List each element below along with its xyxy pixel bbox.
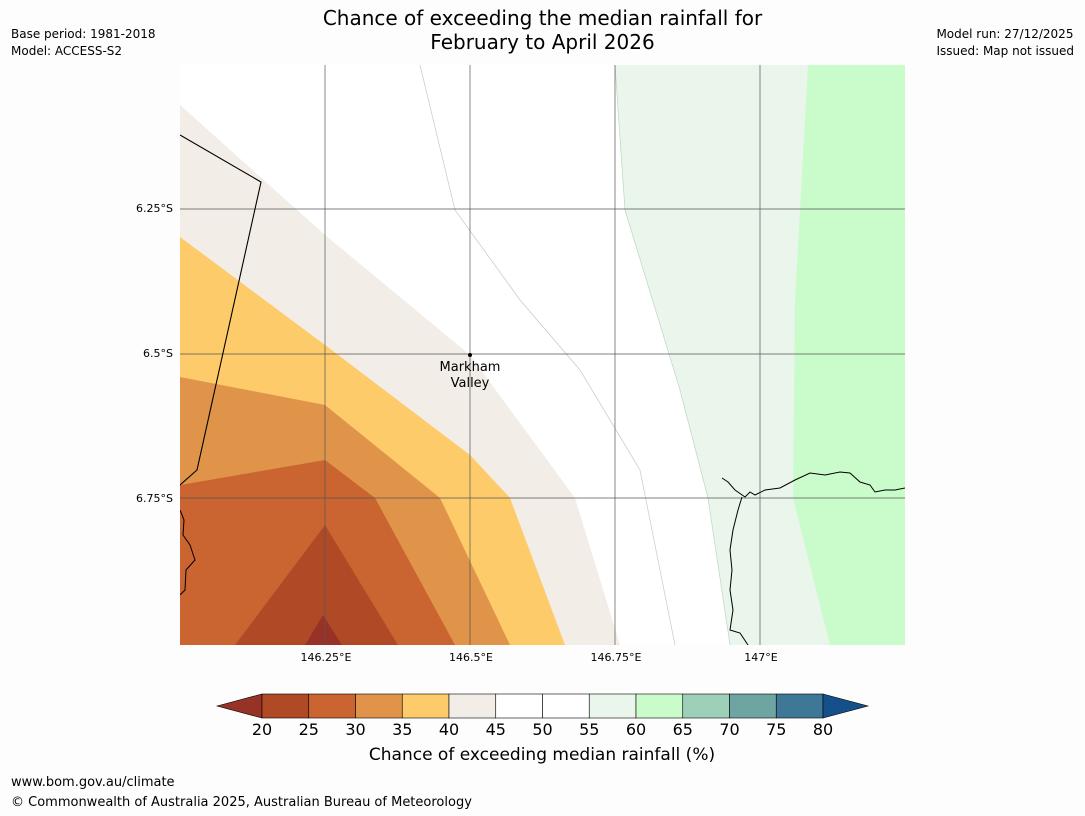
colorbar-box-55-60 bbox=[588, 693, 637, 719]
lat-tick-6-5s: 6.5°S bbox=[143, 347, 173, 360]
colorbar-box-40-45 bbox=[448, 693, 497, 719]
colorbar-boxes bbox=[261, 693, 824, 719]
lon-tick-146-25e: 146.25°E bbox=[300, 651, 352, 664]
place-marker bbox=[468, 353, 472, 357]
colorbar-box-20-25 bbox=[261, 693, 310, 719]
map-title: Chance of exceeding the median rainfall … bbox=[0, 6, 1085, 54]
meta-left: Base period: 1981-2018 Model: ACCESS-S2 bbox=[11, 26, 156, 60]
colorbar-extend-high bbox=[822, 693, 870, 719]
lon-tick-147e: 147°E bbox=[744, 651, 778, 664]
colorbar-box-70-75 bbox=[729, 693, 777, 719]
model-name: Model: ACCESS-S2 bbox=[11, 44, 123, 58]
colorbar-label-20: 20 bbox=[251, 720, 273, 739]
colorbar-box-75-80 bbox=[775, 693, 824, 719]
place-label-markham-valley: Markham Valley bbox=[440, 360, 501, 392]
map-area bbox=[180, 65, 905, 645]
colorbar-label-60: 60 bbox=[625, 720, 647, 739]
title-line-2: February to April 2026 bbox=[430, 30, 655, 54]
colorbar bbox=[215, 693, 870, 719]
colorbar-extend-low bbox=[215, 693, 263, 719]
title-line-1: Chance of exceeding the median rainfall … bbox=[322, 6, 763, 30]
band-below-20 bbox=[305, 615, 342, 645]
colorbar-label-75: 75 bbox=[766, 720, 787, 739]
lat-tick-6-75s: 6.75°S bbox=[136, 492, 173, 505]
colorbar-box-25-30 bbox=[308, 693, 356, 719]
colorbar-label-50: 50 bbox=[532, 720, 553, 739]
colorbar-label-35: 35 bbox=[392, 720, 413, 739]
colorbar-label-80: 80 bbox=[812, 720, 834, 739]
colorbar-box-45-50 bbox=[495, 693, 543, 719]
contour-50 bbox=[419, 65, 676, 645]
colorbar-label-70: 70 bbox=[719, 720, 740, 739]
band-20-25 bbox=[235, 525, 398, 645]
coastline-east bbox=[721, 471, 905, 498]
model-run: Model run: 27/12/2025 bbox=[936, 27, 1074, 41]
band-60-65 bbox=[793, 65, 905, 645]
colorbar-box-30-35 bbox=[355, 693, 403, 719]
colorbar-box-60-65 bbox=[635, 693, 684, 719]
base-period: Base period: 1981-2018 bbox=[11, 27, 156, 41]
footer-url[interactable]: www.bom.gov.au/climate bbox=[11, 775, 175, 790]
gridlines bbox=[180, 65, 905, 645]
issued-status: Issued: Map not issued bbox=[936, 44, 1074, 58]
lon-tick-146-5e: 146.5°E bbox=[449, 651, 493, 664]
meta-right: Model run: 27/12/2025 Issued: Map not is… bbox=[936, 26, 1074, 60]
colorbar-label-65: 65 bbox=[672, 720, 693, 739]
colorbar-label-25: 25 bbox=[298, 720, 319, 739]
colorbar-label-55: 55 bbox=[579, 720, 600, 739]
colorbar-box-50-55 bbox=[542, 693, 590, 719]
place-name-line-1: Markham bbox=[439, 360, 501, 375]
colorbar-label-45: 45 bbox=[485, 720, 506, 739]
contour-55 bbox=[614, 65, 731, 645]
colorbar-box-35-40 bbox=[401, 693, 450, 719]
province-boundary bbox=[180, 134, 262, 486]
lat-tick-6-25s: 6.25°S bbox=[136, 202, 173, 215]
coastline-west bbox=[180, 509, 196, 596]
lon-tick-146-75e: 146.75°E bbox=[590, 651, 642, 664]
coastline-south bbox=[729, 496, 749, 645]
place-name-line-2: Valley bbox=[450, 376, 490, 391]
colorbar-box-65-70 bbox=[682, 693, 730, 719]
colorbar-title: Chance of exceeding median rainfall (%) bbox=[368, 745, 716, 765]
footer-copyright: © Commonwealth of Australia 2025, Austra… bbox=[11, 795, 472, 810]
colorbar-label-40: 40 bbox=[438, 720, 460, 739]
colorbar-label-30: 30 bbox=[345, 720, 366, 739]
